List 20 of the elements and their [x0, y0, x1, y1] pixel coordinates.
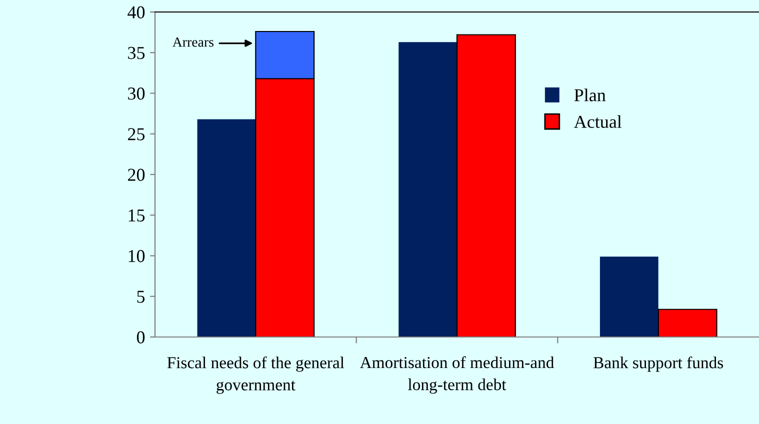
- y-tick-label: 5: [137, 290, 145, 303]
- y-tick-label: 15: [128, 209, 145, 222]
- bar: [456, 34, 516, 337]
- legend-label: Actual: [574, 115, 622, 128]
- y-tick-label: 40: [128, 6, 145, 18]
- y-tick-label: 35: [128, 46, 145, 60]
- bar: [658, 308, 718, 337]
- y-tick-label: 20: [128, 168, 145, 181]
- bar: [600, 256, 658, 337]
- text: Arrears: [172, 37, 214, 47]
- y-tick-label: 25: [128, 128, 145, 140]
- x-tick-label: Bank support funds: [594, 356, 724, 372]
- x-tick-label: Fiscal needs of the general government: [167, 356, 344, 394]
- x-tick-label: Amortisation of medium-and long-term debt: [360, 356, 554, 394]
- y-tick-label: 0: [136, 331, 145, 344]
- legend-label: Plan: [574, 88, 606, 102]
- bar: [398, 42, 457, 337]
- y-tick-label: 10: [128, 250, 145, 262]
- y-tick-label: 30: [128, 88, 145, 100]
- bar: [197, 119, 256, 337]
